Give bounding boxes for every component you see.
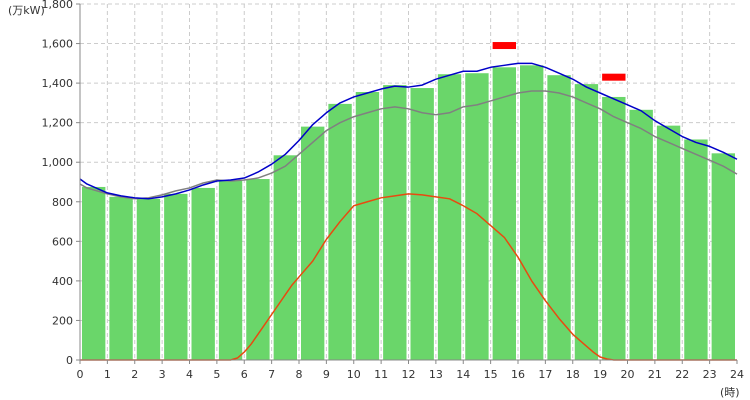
x-tick-label: 14 bbox=[456, 368, 470, 381]
bar bbox=[328, 103, 352, 360]
x-tick-label: 16 bbox=[511, 368, 525, 381]
bar bbox=[301, 126, 325, 360]
bar bbox=[136, 198, 161, 360]
x-tick-label: 24 bbox=[730, 368, 744, 381]
y-tick-label: 400 bbox=[52, 275, 73, 288]
x-tick-label: 9 bbox=[323, 368, 330, 381]
red-marker bbox=[602, 73, 626, 81]
x-tick-label: 5 bbox=[213, 368, 220, 381]
x-tick-label: 19 bbox=[593, 368, 607, 381]
demand-line-series bbox=[79, 62, 738, 200]
y-tick-label: 800 bbox=[52, 196, 73, 209]
lines-layer bbox=[79, 62, 738, 361]
bar bbox=[711, 153, 735, 360]
bar bbox=[520, 65, 544, 361]
x-unit-label: (時) bbox=[720, 386, 740, 399]
x-tick-label: 12 bbox=[402, 368, 416, 381]
gray-line-series bbox=[79, 90, 738, 200]
bar bbox=[656, 125, 681, 360]
x-tick-labels: 0 1 2 3 4 5 6 7 8 9 10 11 12 13 14 15 16 17 18 19 20 21 22 23 24 bbox=[77, 368, 745, 381]
bars-layer bbox=[82, 65, 735, 361]
y-tick-label: 0 bbox=[66, 354, 73, 367]
bar bbox=[547, 75, 571, 360]
bar bbox=[164, 193, 188, 360]
bar bbox=[82, 186, 106, 360]
x-tick-label: 6 bbox=[241, 368, 248, 381]
x-tick-label: 22 bbox=[675, 368, 689, 381]
y-tick-label: 600 bbox=[52, 235, 73, 248]
y-tick-label: 1,000 bbox=[42, 156, 74, 169]
bar bbox=[109, 196, 133, 360]
x-tick-label: 10 bbox=[347, 368, 361, 381]
y-tick-label: 200 bbox=[52, 314, 73, 327]
solar-line-series bbox=[80, 193, 737, 361]
x-tick-label: 13 bbox=[429, 368, 443, 381]
x-tick-label: 17 bbox=[538, 368, 552, 381]
y-tick-label: 1,800 bbox=[42, 0, 74, 11]
x-tick-label: 1 bbox=[104, 368, 111, 381]
x-tick-label: 11 bbox=[374, 368, 388, 381]
bar bbox=[383, 85, 407, 360]
bar bbox=[218, 181, 243, 360]
bar bbox=[574, 84, 599, 360]
bar bbox=[437, 74, 462, 360]
bar bbox=[629, 109, 653, 360]
x-tick-label: 0 bbox=[77, 368, 84, 381]
bar bbox=[246, 179, 270, 360]
axes-layer bbox=[76, 3, 738, 364]
x-tick-label: 3 bbox=[159, 368, 166, 381]
bar bbox=[684, 139, 708, 360]
markers-layer bbox=[492, 42, 626, 81]
red-marker bbox=[492, 42, 516, 50]
grid-layer bbox=[80, 3, 737, 360]
y-tick-labels: 0 200 400 600 800 1,000 1,200 1,400 1,600 1,800 bbox=[42, 0, 74, 367]
bar bbox=[492, 67, 516, 361]
x-tick-label: 18 bbox=[566, 368, 580, 381]
bar bbox=[465, 73, 489, 360]
x-tick-label: 2 bbox=[131, 368, 138, 381]
x-tick-label: 4 bbox=[186, 368, 193, 381]
x-tick-label: 21 bbox=[648, 368, 662, 381]
x-tick-label: 20 bbox=[621, 368, 635, 381]
bar bbox=[355, 92, 380, 360]
y-unit-label: (万kW) bbox=[8, 4, 45, 17]
bar bbox=[273, 155, 297, 360]
y-tick-label: 1,200 bbox=[42, 117, 74, 130]
x-tick-label: 15 bbox=[484, 368, 498, 381]
x-tick-label: 8 bbox=[296, 368, 303, 381]
x-tick-label: 23 bbox=[703, 368, 717, 381]
bar bbox=[191, 187, 215, 360]
y-tick-label: 1,400 bbox=[42, 77, 74, 90]
y-tick-label: 1,600 bbox=[42, 38, 74, 51]
x-tick-label: 7 bbox=[268, 368, 275, 381]
bar bbox=[602, 96, 626, 360]
bar bbox=[410, 88, 434, 361]
